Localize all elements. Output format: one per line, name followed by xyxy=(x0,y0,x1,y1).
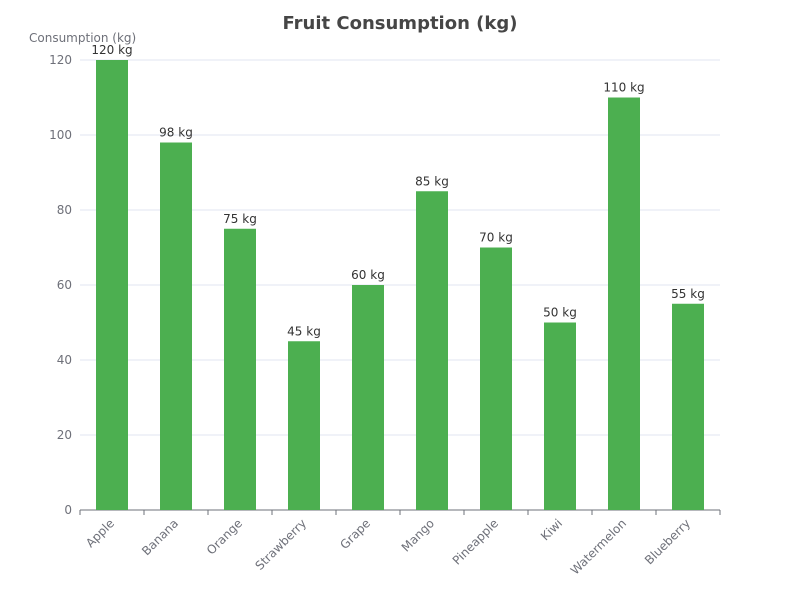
bar-strawberry xyxy=(288,341,320,510)
y-tick-label: 40 xyxy=(57,353,72,367)
data-label: 55 kg xyxy=(671,287,705,301)
bar-banana xyxy=(160,142,192,510)
bar-orange xyxy=(224,228,256,510)
y-tick-label: 120 xyxy=(49,53,72,67)
bar-watermelon xyxy=(608,97,640,510)
x-tick-label: Banana xyxy=(139,516,181,558)
data-label: 75 kg xyxy=(223,212,257,226)
y-tick-label: 20 xyxy=(57,428,72,442)
bar-pineapple xyxy=(480,247,512,510)
y-tick-label: 100 xyxy=(49,128,72,142)
bar-kiwi xyxy=(544,322,576,510)
x-tick-label: Pineapple xyxy=(450,516,501,567)
data-label: 45 kg xyxy=(287,324,321,338)
bars xyxy=(96,60,704,510)
x-tick-label: Grape xyxy=(337,516,373,552)
data-label: 50 kg xyxy=(543,306,577,320)
bar-apple xyxy=(96,60,128,510)
bar-blueberry xyxy=(672,303,704,510)
data-label: 110 kg xyxy=(603,81,644,95)
x-tick-label: Apple xyxy=(83,516,117,550)
bar-mango xyxy=(416,191,448,510)
data-label: 98 kg xyxy=(159,126,193,140)
bar-grape xyxy=(352,285,384,510)
x-tick-label: Orange xyxy=(204,516,245,557)
y-axis-title: Consumption (kg) xyxy=(29,31,136,45)
data-labels: 120 kg 98 kg 75 kg 45 kg 60 kg 85 kg 70 kg 50 k… xyxy=(91,43,704,338)
data-label: 70 kg xyxy=(479,231,513,245)
x-tick-label: Watermelon xyxy=(568,516,629,577)
data-label: 120 kg xyxy=(91,43,132,57)
y-tick-label: 80 xyxy=(57,203,72,217)
y-tick-label: 60 xyxy=(57,278,72,292)
data-label: 85 kg xyxy=(415,174,449,188)
data-label: 60 kg xyxy=(351,268,385,282)
x-tick-label: Blueberry xyxy=(642,516,693,567)
x-tick-label: Mango xyxy=(399,516,437,554)
x-tick-label: Kiwi xyxy=(538,516,565,543)
x-tick-label: Strawberry xyxy=(252,516,309,573)
y-tick-label: 0 xyxy=(64,503,72,517)
chart-title: Fruit Consumption (kg) xyxy=(283,13,518,34)
